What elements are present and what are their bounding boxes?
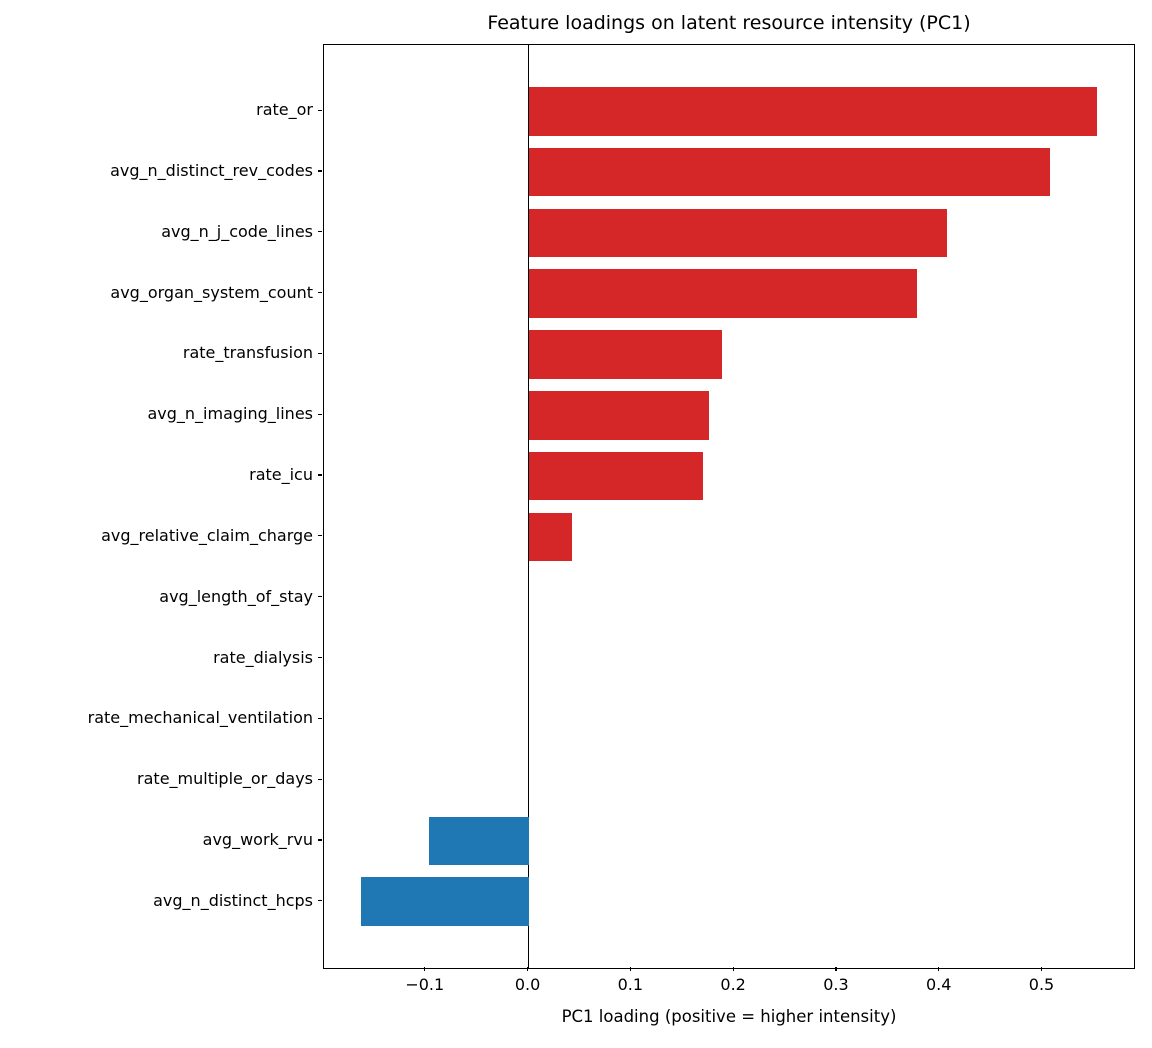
bar-avg_organ_system_count [528,269,918,318]
y-tick-label: avg_relative_claim_charge [101,525,313,545]
x-tick-mark [835,967,837,971]
y-tick-mark [318,170,322,172]
y-tick-mark [318,839,322,841]
x-tick-label: 0.0 [514,975,541,994]
x-tick-label: −0.1 [405,975,445,994]
x-tick-label: 0.3 [823,975,849,994]
y-tick-mark [318,474,322,476]
x-tick-mark [629,967,631,971]
y-tick-mark [318,717,322,719]
bar-rate_icu [528,451,704,501]
x-tick-label: 0.5 [1028,975,1055,994]
chart-title: Feature loadings on latent resource inte… [487,12,971,34]
plot-area [323,44,1135,969]
x-axis-label: PC1 loading (positive = higher intensity… [561,1007,897,1026]
y-tick-mark [318,292,322,294]
y-tick-label: avg_work_rvu [202,829,313,849]
y-tick-mark [318,413,322,415]
y-tick-mark [318,778,322,780]
y-tick-label: avg_n_distinct_hcps [153,890,313,910]
x-tick-label: 0.1 [617,975,644,994]
x-tick-mark [938,967,940,971]
y-tick-label: rate_transfusion [182,343,313,363]
bar-rate_or [528,86,1097,136]
y-tick-label: rate_icu [249,465,313,485]
y-tick-label: avg_length_of_stay [159,586,313,606]
bar-avg_n_j_code_lines [528,208,947,258]
x-tick-label: 0.2 [720,975,746,994]
zero-line [527,45,530,968]
x-tick-mark [1040,967,1043,971]
y-tick-label: rate_dialysis [213,647,313,667]
y-tick-label: avg_organ_system_count [110,282,313,302]
bar-rate_transfusion [528,330,722,379]
x-tick-label: 0.4 [925,975,952,994]
x-tick-mark [526,967,529,971]
y-tick-mark [318,900,322,902]
bar-avg_n_distinct_hcps [361,877,529,927]
bar-avg_relative_claim_charge [528,512,572,562]
y-tick-label: avg_n_distinct_rev_codes [110,161,313,181]
y-tick-label: avg_n_j_code_lines [161,221,313,241]
y-tick-label: rate_or [256,100,313,120]
bar-avg_n_imaging_lines [528,390,710,440]
y-tick-mark [318,656,322,659]
x-tick-mark [424,967,426,971]
y-tick-mark [318,352,322,355]
y-tick-mark [318,596,322,598]
bar-avg_n_distinct_rev_codes [528,147,1050,197]
y-tick-mark [318,231,322,233]
y-tick-label: rate_multiple_or_days [137,769,313,789]
x-tick-mark [732,967,734,971]
bar-avg_work_rvu [428,816,529,866]
y-tick-label: rate_mechanical_ventilation [87,708,313,728]
y-tick-label: avg_n_imaging_lines [147,404,313,424]
y-tick-mark [318,535,322,537]
y-tick-mark [318,109,322,111]
